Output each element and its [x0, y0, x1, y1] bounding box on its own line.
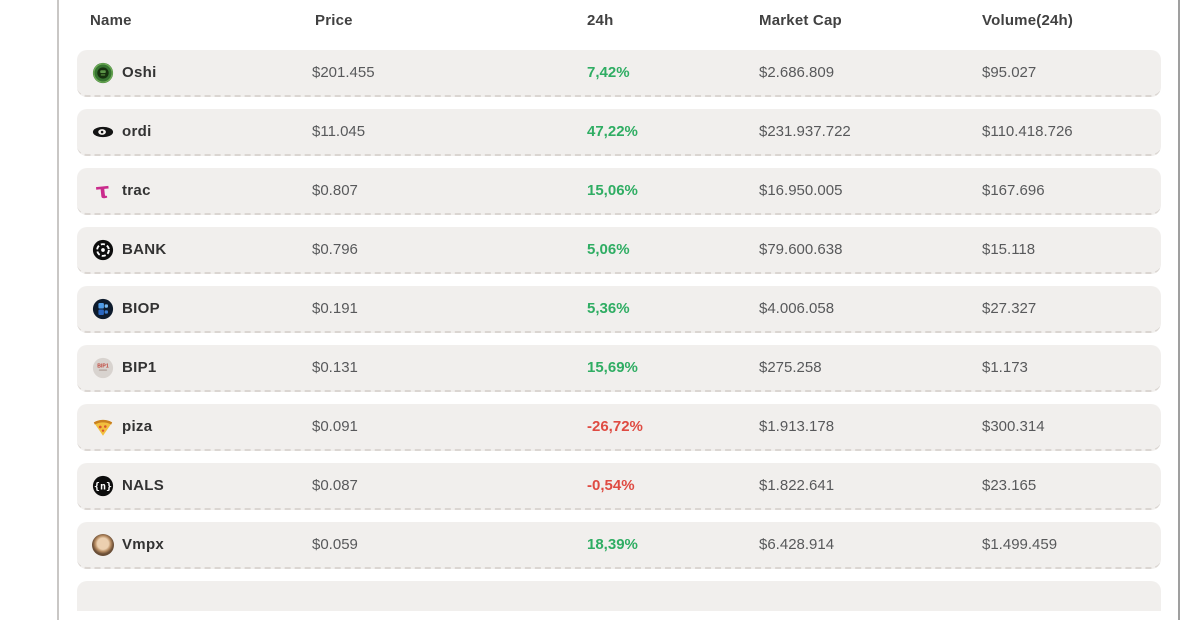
bank-coin-icon: [92, 239, 114, 261]
column-header-24h: 24h: [587, 12, 614, 29]
coin-volume: $300.314: [982, 418, 1045, 435]
coin-market-cap: $4.006.058: [759, 300, 835, 317]
coin-price: $201.455: [312, 64, 375, 81]
coin-volume: $1.499.459: [982, 536, 1058, 553]
coin-name: piza: [122, 418, 153, 435]
coin-name: BIP1: [122, 359, 157, 376]
coin-name-cell: Oshi: [77, 62, 312, 84]
table-row-trac[interactable]: τ trac $0.807 15,06% $16.950.005 $167.69…: [77, 168, 1161, 215]
coin-name: BANK: [122, 241, 167, 258]
table-row-biop[interactable]: BIOP $0.191 5,36% $4.006.058 $27.327: [77, 286, 1161, 333]
coin-price: $0.796: [312, 241, 358, 258]
coin-volume: $167.696: [982, 182, 1045, 199]
vmpx-avatar-icon: [92, 533, 114, 556]
svg-text:{n}: {n}: [94, 481, 112, 492]
coin-change-24h: -26,72%: [587, 418, 643, 435]
coin-price: $0.191: [312, 300, 358, 317]
table-row-nals[interactable]: {n} NALS $0.087 -0,54% $1.822.641 $23.16…: [77, 463, 1161, 510]
coin-market-cap: $275.258: [759, 359, 822, 376]
biop-coin-icon: [92, 298, 114, 320]
coin-name-cell: BIP1 BIP1: [77, 357, 312, 379]
coin-market-cap: $1.913.178: [759, 418, 835, 435]
table-row-oshi[interactable]: Oshi $201.455 7,42% $2.686.809 $95.027: [77, 50, 1161, 97]
coin-name: trac: [122, 182, 151, 199]
coin-name-cell: ordi: [77, 121, 312, 143]
table-row-piza[interactable]: piza $0.091 -26,72% $1.913.178 $300.314: [77, 404, 1161, 451]
coin-change-24h: 5,36%: [587, 300, 630, 317]
table-row-partial[interactable]: [77, 581, 1161, 611]
column-header-name: Name: [90, 12, 132, 29]
coin-name-cell: BIOP: [77, 298, 312, 320]
coin-name: NALS: [122, 477, 165, 494]
coin-name-cell: Vmpx: [77, 533, 312, 556]
coin-price: $0.087: [312, 477, 358, 494]
coin-change-24h: 47,22%: [587, 123, 638, 140]
coin-volume: $15.118: [982, 241, 1036, 258]
table-row-bank[interactable]: BANK $0.796 5,06% $79.600.638 $15.118: [77, 227, 1161, 274]
coin-volume: $23.165: [982, 477, 1037, 494]
svg-text:BIP1: BIP1: [97, 363, 109, 369]
coin-market-cap: $16.950.005: [759, 182, 843, 199]
coin-change-24h: -0,54%: [587, 477, 635, 494]
oshi-coin-icon: [92, 62, 114, 84]
table-row-ordi[interactable]: ordi $11.045 47,22% $231.937.722 $110.41…: [77, 109, 1161, 156]
coin-volume: $1.173: [982, 359, 1028, 376]
coin-market-cap: $2.686.809: [759, 64, 835, 81]
coin-price: $0.059: [312, 536, 358, 553]
coin-price: $0.091: [312, 418, 358, 435]
coin-change-24h: 18,39%: [587, 536, 638, 553]
coin-change-24h: 7,42%: [587, 64, 630, 81]
coin-change-24h: 15,69%: [587, 359, 638, 376]
coin-market-cap: $6.428.914: [759, 536, 835, 553]
coin-market-cap: $231.937.722: [759, 123, 851, 140]
pizza-slice-icon: [92, 416, 114, 438]
nals-coin-icon: {n}: [92, 475, 114, 497]
coin-name-cell: piza: [77, 416, 312, 438]
trac-tau-icon: τ: [95, 177, 111, 204]
coin-name-cell: {n} NALS: [77, 475, 312, 497]
table-row-vmpx[interactable]: Vmpx $0.059 18,39% $6.428.914 $1.499.459: [77, 522, 1161, 569]
ordi-eye-icon: [92, 121, 114, 143]
coin-table: Name Price 24h Market Cap Volume(24h) Os…: [57, 0, 1180, 620]
coin-volume: $110.418.726: [982, 123, 1073, 140]
coin-market-cap: $79.600.638: [759, 241, 843, 258]
coin-name: Vmpx: [122, 536, 165, 553]
coin-volume: $27.327: [982, 300, 1037, 317]
coin-name: BIOP: [122, 300, 160, 317]
coin-volume: $95.027: [982, 64, 1037, 81]
coin-price: $0.131: [312, 359, 358, 376]
table-header: Name Price 24h Market Cap Volume(24h): [77, 0, 1161, 50]
column-header-market-cap: Market Cap: [759, 12, 842, 29]
bip1-coin-icon: BIP1: [92, 357, 114, 379]
column-header-price: Price: [315, 12, 353, 29]
coin-change-24h: 5,06%: [587, 241, 630, 258]
coin-name: Oshi: [122, 64, 157, 81]
coin-market-cap: $1.822.641: [759, 477, 835, 494]
coin-change-24h: 15,06%: [587, 182, 638, 199]
coin-name-cell: τ trac: [77, 177, 312, 204]
coin-price: $0.807: [312, 182, 358, 199]
coin-name: ordi: [122, 123, 152, 140]
coin-price: $11.045: [312, 123, 366, 140]
column-header-volume: Volume(24h): [982, 12, 1074, 29]
coin-name-cell: BANK: [77, 239, 312, 261]
table-row-bip1[interactable]: BIP1 BIP1 $0.131 15,69% $275.258 $1.173: [77, 345, 1161, 392]
